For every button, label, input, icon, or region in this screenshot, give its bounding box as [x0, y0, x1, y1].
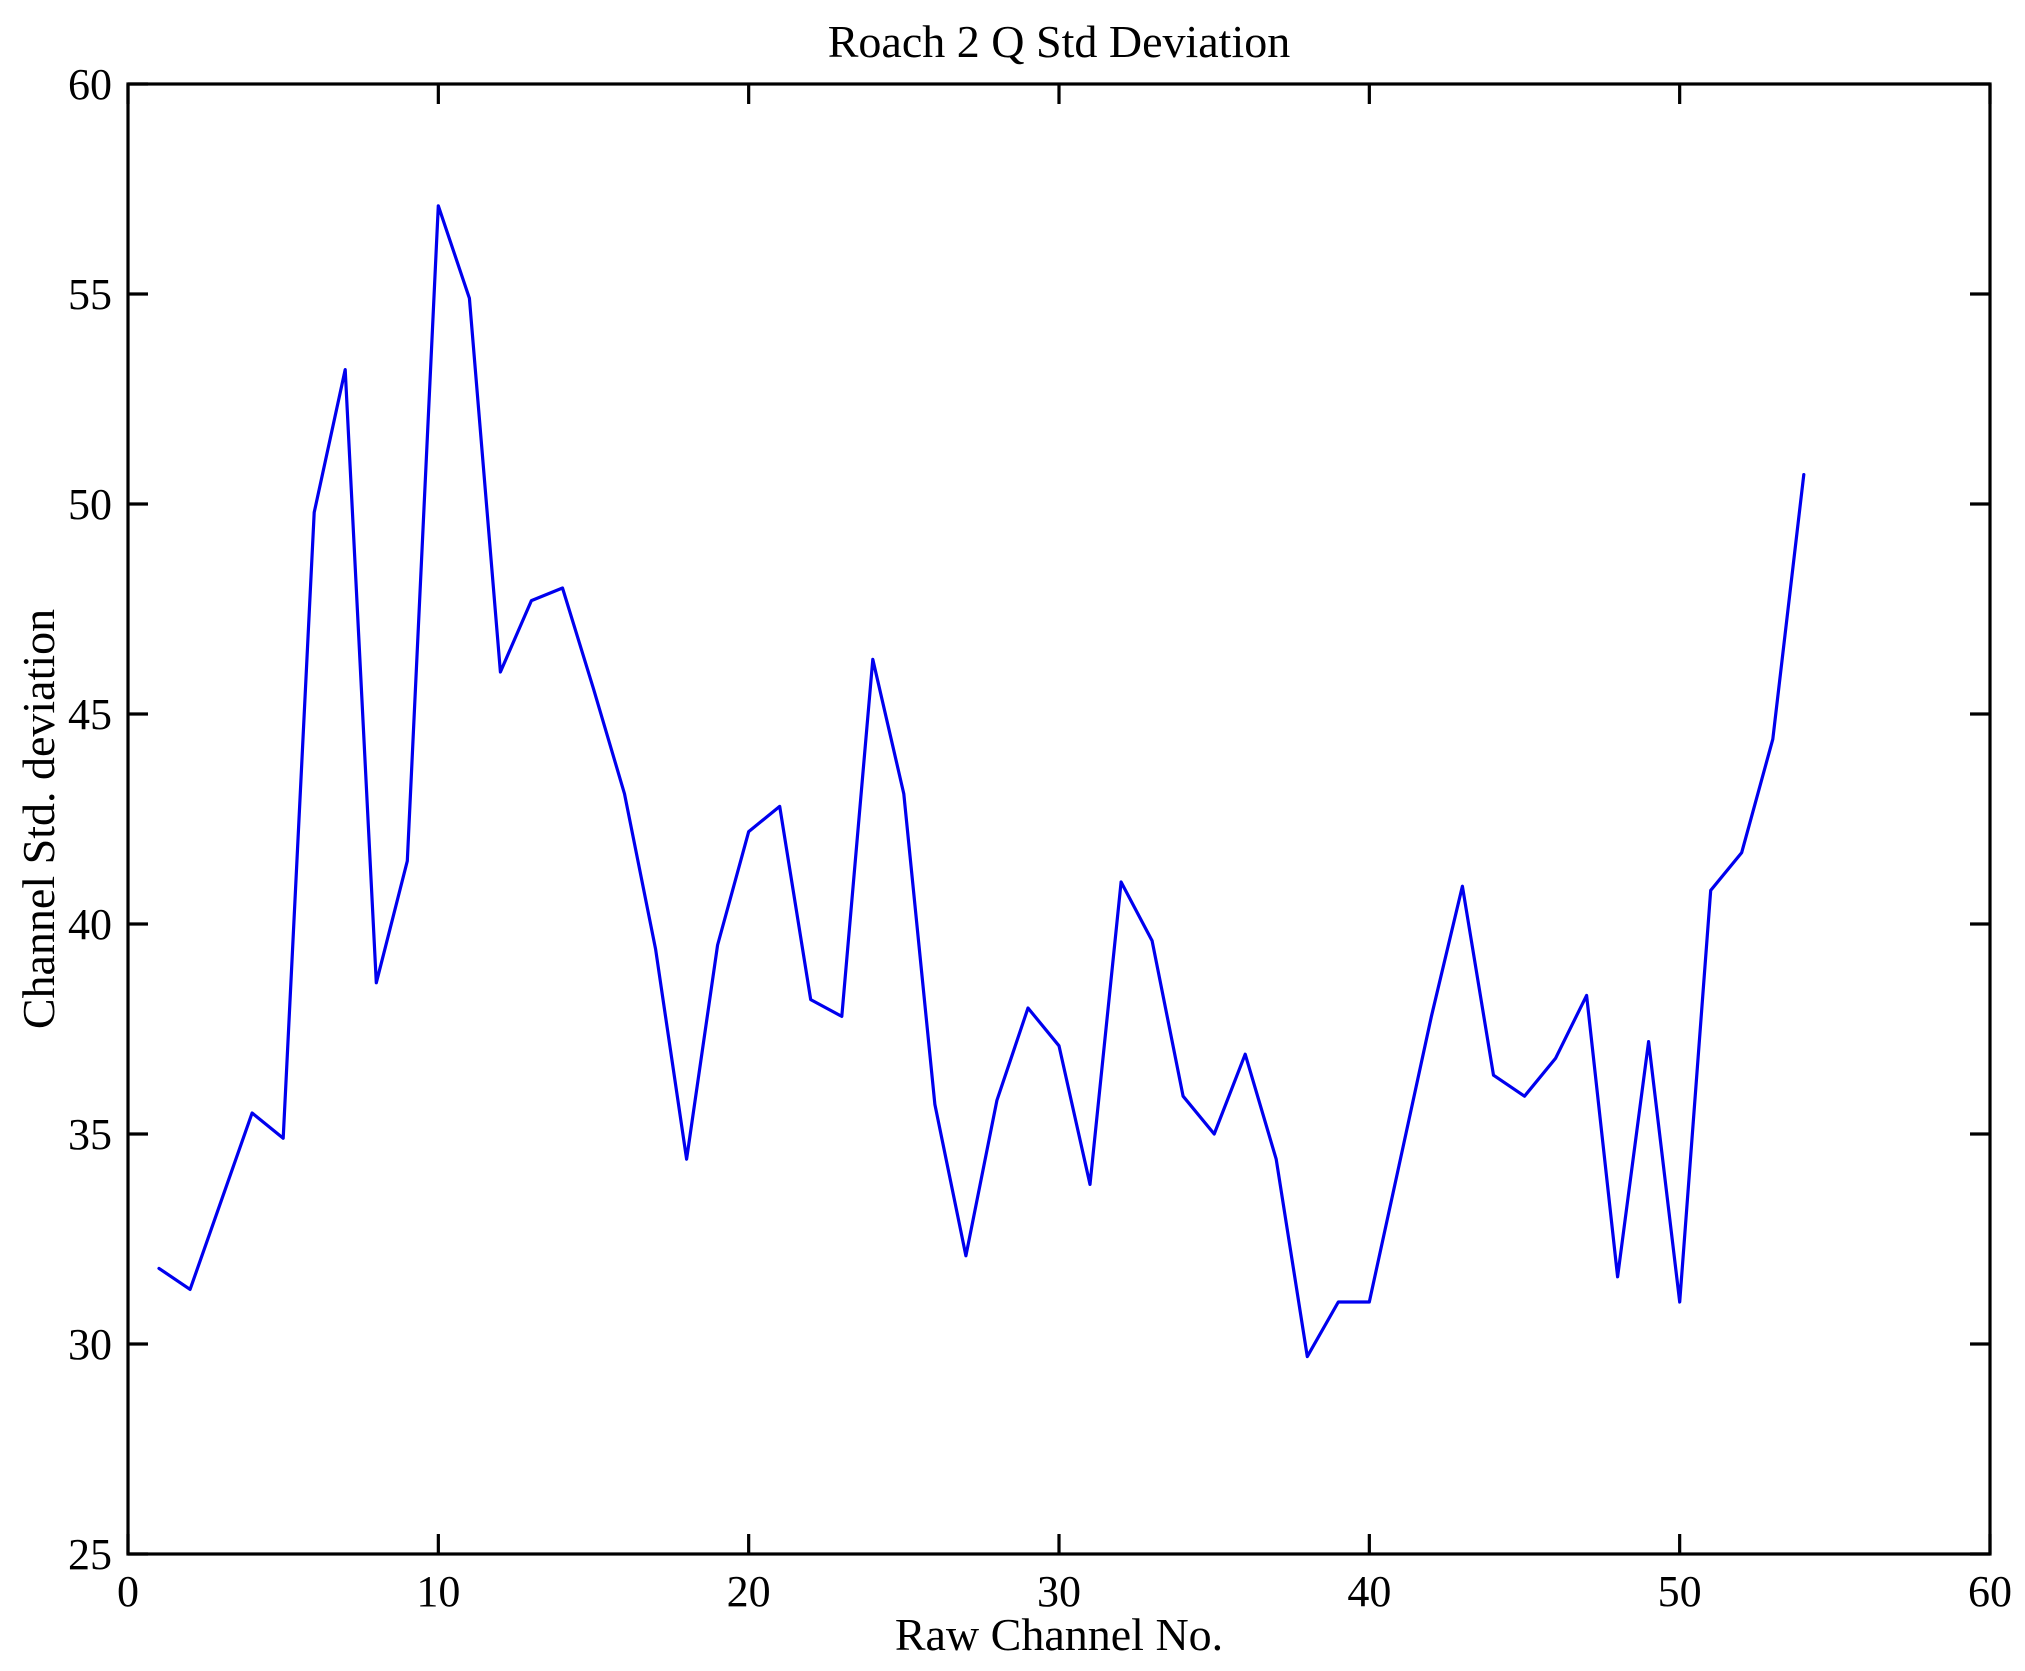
y-tick-label: 40 [68, 900, 112, 949]
x-tick-label: 10 [416, 1567, 460, 1616]
y-tick-label: 25 [68, 1530, 112, 1579]
x-axis-label: Raw Channel No. [895, 1609, 1223, 1660]
plot-box [126, 82, 1992, 1556]
x-tick-label: 20 [727, 1567, 771, 1616]
data-line [157, 204, 1806, 1359]
y-tick-label: 50 [68, 480, 112, 529]
y-axis-label: Channel Std. deviation [13, 609, 64, 1029]
chart-title: Roach 2 Q Std Deviation [828, 16, 1291, 67]
y-tick-label: 30 [68, 1320, 112, 1369]
x-tick-label: 0 [117, 1567, 139, 1616]
x-tick-label: 60 [1968, 1567, 2012, 1616]
y-tick-label: 35 [68, 1110, 112, 1159]
tick-labels: 0 10 20 30 40 50 60 25 30 35 40 45 50 55 60 [68, 60, 2012, 1616]
y-tick-label: 60 [68, 60, 112, 109]
x-tick-label: 30 [1037, 1567, 1081, 1616]
y-tick-label: 45 [68, 690, 112, 739]
data-series [157, 204, 1806, 1359]
x-tick-label: 50 [1658, 1567, 1702, 1616]
x-tick-label: 40 [1347, 1567, 1391, 1616]
axes [126, 82, 1992, 1556]
y-tick-label: 55 [68, 270, 112, 319]
